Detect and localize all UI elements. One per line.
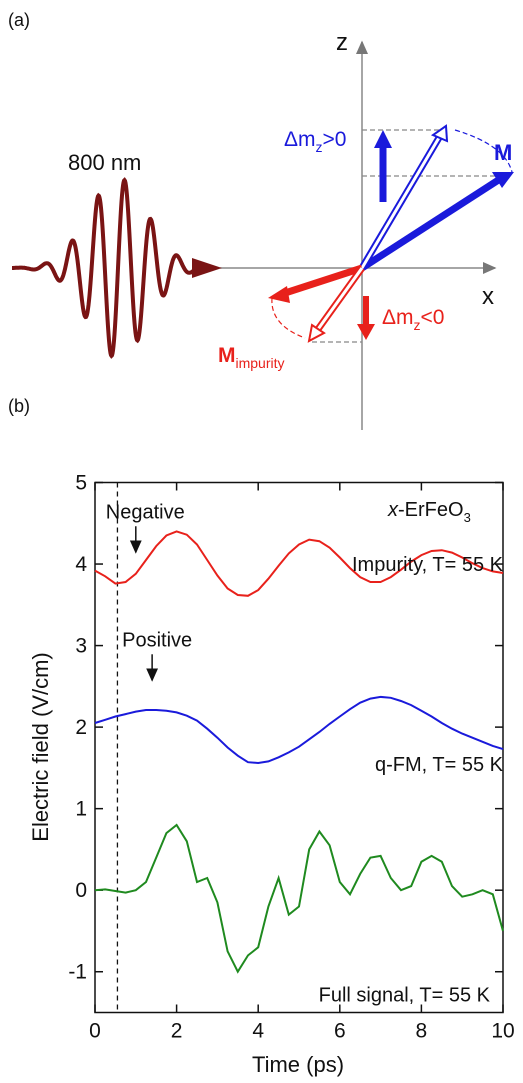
axis-label: z: [336, 29, 348, 56]
label-part: M: [218, 344, 236, 367]
y-tick-label: -1: [68, 961, 87, 984]
label-sub: 3: [464, 510, 471, 525]
panel-label: (b): [8, 396, 30, 416]
delta-m-label: Δmz>0: [284, 128, 346, 155]
y-tick-label: 5: [75, 472, 87, 495]
y-tick-label: 4: [75, 553, 87, 576]
axes-3d: [220, 40, 497, 430]
y-tick-label: 3: [75, 635, 87, 658]
series-line: [94, 823, 504, 974]
series-line: [94, 695, 504, 765]
label-part: -ErFeO: [398, 499, 464, 521]
label-part: Δm: [284, 128, 316, 151]
x-tick-label: 2: [171, 1020, 183, 1043]
laser-pulse: [12, 177, 222, 359]
x-tick-label: 0: [89, 1020, 101, 1043]
label-sub: z: [414, 317, 421, 333]
pulse-wave: [12, 177, 201, 359]
annotation: Negative: [106, 501, 185, 523]
m-label: M: [494, 140, 512, 165]
label-part: Δm: [382, 306, 414, 329]
label-part: <0: [421, 306, 445, 329]
annotation: Positive: [122, 629, 192, 651]
panel-label: (a): [8, 10, 30, 30]
m-impurity-label: Mimpurity: [218, 344, 285, 371]
dashed-guides: [271, 129, 513, 343]
series-label: Impurity, T= 55 K: [352, 554, 504, 576]
pulse-label: 800 nm: [68, 150, 141, 175]
plot-frame: [94, 481, 504, 1014]
label-sub: impurity: [236, 355, 285, 371]
y-tick-label: 1: [75, 798, 87, 821]
axis-label: x: [482, 283, 494, 310]
label-part: x: [387, 499, 399, 521]
x-tick-label: 4: [252, 1020, 264, 1043]
y-axis-title: Electric field (V/cm): [28, 652, 53, 841]
x-tick-label: 10: [491, 1020, 514, 1043]
x-tick-label: 8: [416, 1020, 428, 1043]
sample-label: x-ErFeO3: [387, 499, 471, 525]
pulse-head: [192, 258, 222, 278]
label-sub: z: [316, 139, 323, 155]
series-line: [94, 530, 504, 597]
y-tick-label: 2: [75, 716, 87, 739]
series-label: q-FM, T= 55 K: [375, 754, 504, 776]
series-label: Full signal, T= 55 K: [319, 985, 491, 1007]
magnetization-arrows: [268, 124, 514, 343]
x-tick-label: 6: [334, 1020, 346, 1043]
label-part: >0: [323, 128, 347, 151]
y-tick-label: 0: [75, 879, 87, 902]
delta-m-label: Δmz<0: [382, 306, 444, 333]
x-axis-title: Time (ps): [252, 1052, 344, 1077]
